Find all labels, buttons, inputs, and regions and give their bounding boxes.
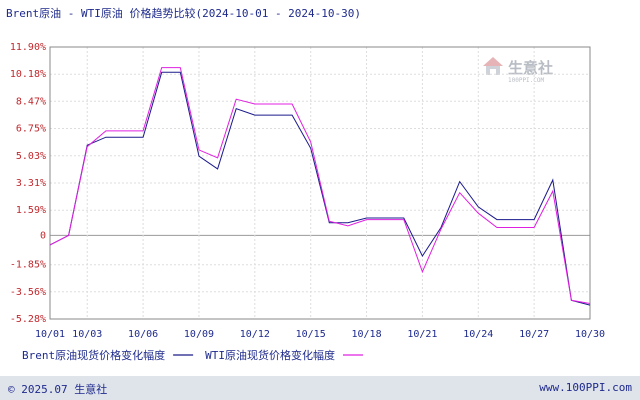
y-tick-label: 5.03% [16, 151, 46, 162]
x-tick-label: 10/03 [72, 329, 102, 340]
watermark-logo: 生意社 100PPI.COM [483, 57, 553, 84]
y-tick-label: 1.59% [16, 205, 46, 216]
x-tick-label: 10/15 [296, 329, 326, 340]
series-lines [49, 67, 591, 306]
watermark-sub: 100PPI.COM [508, 77, 545, 84]
x-axis: 10/01 10/03 10/06 10/09 10/12 10/15 10/18 10/21… [35, 329, 605, 340]
y-tick-label: 6.75% [16, 124, 46, 135]
footer-bar: © 2025.07 生意社 www.100PPI.com [0, 376, 640, 400]
x-tick-label: 10/24 [463, 329, 493, 340]
y-axis: 11.90% 10.18% 8.47% 6.75% 5.03% 3.31% 1.59% 0 -1… [10, 42, 46, 325]
y-tick-label: 10.18% [10, 69, 46, 80]
series-line-2 [49, 67, 591, 304]
price-trend-chart: Brent原油 - WTI原油 价格趋势比较(2024-10-01 - 2024… [6, 6, 605, 362]
house-logo-icon [483, 57, 503, 75]
x-tick-label: 10/12 [240, 329, 270, 340]
x-tick-label: 10/09 [184, 329, 214, 340]
y-tick-label: 8.47% [16, 96, 46, 107]
y-tick-label: -5.28% [10, 314, 46, 325]
grid-lines [49, 46, 591, 320]
legend: Brent原油现货价格变化幅度 WTI原油现货价格变化幅度 [22, 348, 363, 362]
x-tick-label: 10/27 [519, 329, 549, 340]
legend-label-2: WTI原油现货价格变化幅度 [205, 348, 335, 362]
legend-label-1: Brent原油现货价格变化幅度 [22, 348, 165, 362]
y-tick-label: -3.56% [10, 287, 46, 298]
watermark-name: 生意社 [508, 59, 553, 77]
y-tick-label: 3.31% [16, 178, 46, 189]
x-tick-label: 10/21 [407, 329, 437, 340]
chart-title: Brent原油 - WTI原油 价格趋势比较(2024-10-01 - 2024… [6, 6, 361, 20]
x-tick-label: 10/18 [351, 329, 381, 340]
series-line-1 [49, 71, 591, 306]
x-tick-label: 10/01 [35, 329, 65, 340]
y-tick-label: -1.85% [10, 260, 46, 271]
x-tick-label: 10/30 [575, 329, 605, 340]
y-tick-label: 11.90% [10, 42, 46, 53]
plot-frame [49, 46, 591, 320]
footer-copyright: © 2025.07 生意社 [8, 383, 108, 396]
y-tick-label: 0 [40, 230, 46, 241]
footer-site: www.100PPI.com [539, 381, 632, 394]
x-tick-label: 10/06 [128, 329, 158, 340]
